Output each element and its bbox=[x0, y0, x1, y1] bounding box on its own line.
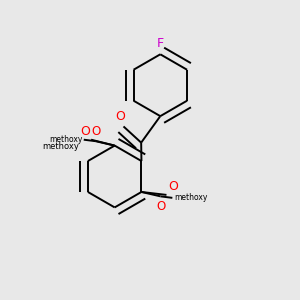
Text: methoxy: methoxy bbox=[49, 135, 82, 144]
Text: methoxy: methoxy bbox=[43, 142, 79, 151]
Text: F: F bbox=[157, 37, 164, 50]
Text: O: O bbox=[80, 125, 90, 138]
Text: methoxy: methoxy bbox=[174, 193, 207, 202]
Text: O: O bbox=[156, 200, 165, 213]
Text: O: O bbox=[116, 110, 125, 123]
Text: O: O bbox=[91, 124, 100, 138]
Text: O: O bbox=[168, 180, 178, 194]
